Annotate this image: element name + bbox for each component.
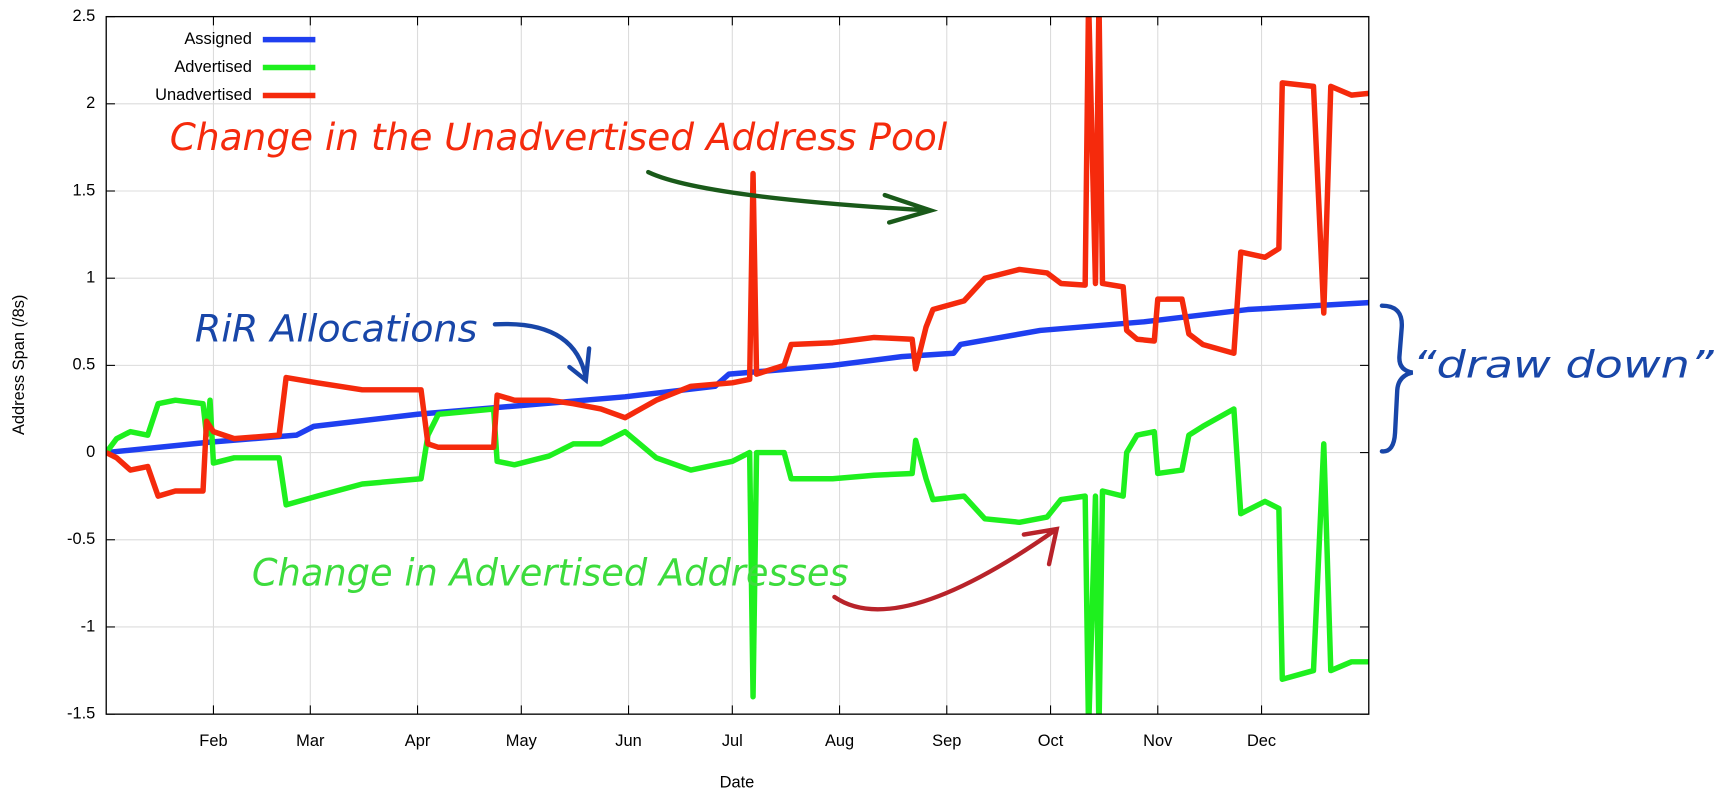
- x-tick-label: Jun: [615, 732, 641, 750]
- annotation: RiR Allocations: [195, 306, 478, 350]
- y-tick-label: -1: [81, 617, 96, 635]
- arrow: [646, 169, 939, 225]
- y-tick-label: 0.5: [72, 356, 95, 374]
- x-tick-label: Sep: [932, 732, 961, 750]
- arrow: [492, 321, 592, 385]
- series-line: [106, 16, 1369, 499]
- legend-label: Unadvertised: [155, 86, 252, 104]
- grid: -1.5 -1 -0.5 0 0.5 1 1.5 2 2.5 Feb Mar Apr May Jun Jul…: [67, 7, 1369, 750]
- legend-label: Advertised: [174, 58, 252, 76]
- y-tick-label: -0.5: [67, 530, 95, 548]
- y-tick-label: 0: [86, 443, 95, 461]
- legend: Assigned Advertised Unadvertised: [155, 30, 316, 104]
- legend-label: Assigned: [184, 30, 252, 48]
- x-tick-label: Dec: [1247, 732, 1276, 750]
- x-tick-label: Feb: [199, 732, 227, 750]
- series-line: [106, 397, 1369, 715]
- y-tick-label: -1.5: [67, 704, 95, 722]
- annotations: Change in the Unadvertised Address Pool R…: [170, 115, 1715, 595]
- series-line: [106, 299, 1369, 456]
- arrow: [832, 526, 1060, 612]
- brace: [1379, 303, 1414, 454]
- x-tick-label: Jul: [722, 732, 743, 750]
- x-tick-label: Nov: [1143, 732, 1173, 750]
- x-tick-label: Mar: [296, 732, 325, 750]
- y-tick-label: 1.5: [72, 181, 95, 199]
- plot-lines: [106, 16, 1369, 715]
- y-tick-label: 2.5: [72, 7, 95, 25]
- y-axis-label: Address Span (/8s): [10, 295, 28, 435]
- annotation: “draw down”: [1413, 343, 1715, 387]
- plot-frame: [105, 15, 1370, 715]
- annotation: Change in Advertised Addresses: [252, 551, 849, 595]
- y-tick-label: 2: [86, 94, 95, 112]
- x-tick-label: Aug: [825, 732, 854, 750]
- y-tick-label: 1: [86, 269, 95, 287]
- x-tick-label: Apr: [405, 732, 431, 750]
- x-axis-label: Date: [720, 773, 755, 791]
- x-tick-label: May: [506, 732, 538, 750]
- annotation: Change in the Unadvertised Address Pool: [170, 115, 948, 159]
- x-tick-label: Oct: [1038, 732, 1064, 750]
